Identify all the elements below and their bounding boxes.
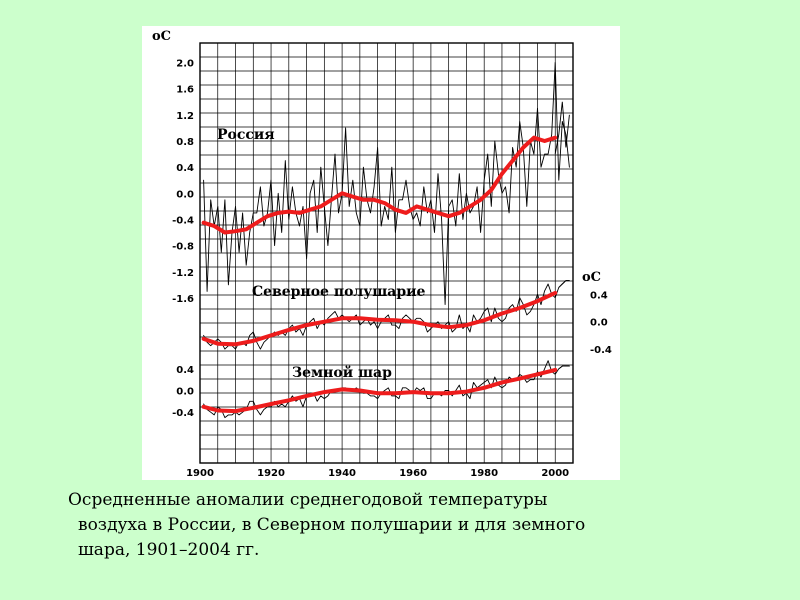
smoothed-series-line [201,367,558,414]
y-tick-label: 1.6 [176,85,194,96]
caption-line-1: Осредненные аномалии среднегодовой темпе… [68,490,548,510]
y-tick-label: 0.4 [176,365,194,376]
annual-series-extension [558,365,570,370]
smoothed-series-line [201,135,558,235]
chart-canvas: 1900 1920 1940 1960 1980 2000 2.0 1.6 1.2 0.8 0.4 0… [152,29,612,479]
y-tick-label: 0.4 [176,163,194,174]
panel-label: Россия [217,127,275,143]
x-tick-label: 1980 [470,468,498,479]
caption-line-3: шара, 1901–2004 гг. [78,540,260,560]
y-tick-label: -0.8 [172,242,194,253]
caption-line-2: воздуха в России, в Северном полушарии и… [78,515,586,535]
y-tick-label: -0.4 [172,408,194,419]
x-tick-label: 2000 [541,468,569,479]
chart-figure: 1900 1920 1940 1960 1980 2000 2.0 1.6 1.2 0.8 0.4 0… [142,26,620,480]
y-tick-label: -0.4 [172,215,194,226]
unit-label: oC [582,270,601,285]
y-tick-label: -1.2 [172,268,194,279]
y-tick-label: 0.4 [590,290,608,301]
smoothed-series-line [201,290,558,347]
annual-series-line [203,360,570,419]
y-tick-label: -0.4 [590,345,612,356]
annual-series-line [203,62,570,305]
plot-frame [199,42,574,464]
y-tick-label: 0.0 [176,387,194,398]
chart-caption: Осредненные аномалии среднегодовой темпе… [68,488,748,563]
y-tick-label: 0.0 [176,189,194,200]
panel-label: Северное полушарие [252,284,426,300]
x-tick-label: 1900 [186,468,214,479]
unit-label: oC [152,29,171,44]
annual-series-extension [558,280,570,288]
y-tick-label: 1.2 [176,111,194,122]
y-tick-label: 0.0 [590,318,608,329]
x-tick-label: 1940 [328,468,356,479]
y-tick-label: 2.0 [176,59,194,70]
y-tick-label: 0.8 [176,137,194,148]
annual-series-extension [554,101,570,155]
panel-label: Земной шар [292,364,392,381]
y-tick-label: -1.6 [172,294,194,305]
x-tick-label: 1960 [399,468,427,479]
x-tick-label: 1920 [257,468,285,479]
chart-grid [199,42,574,464]
